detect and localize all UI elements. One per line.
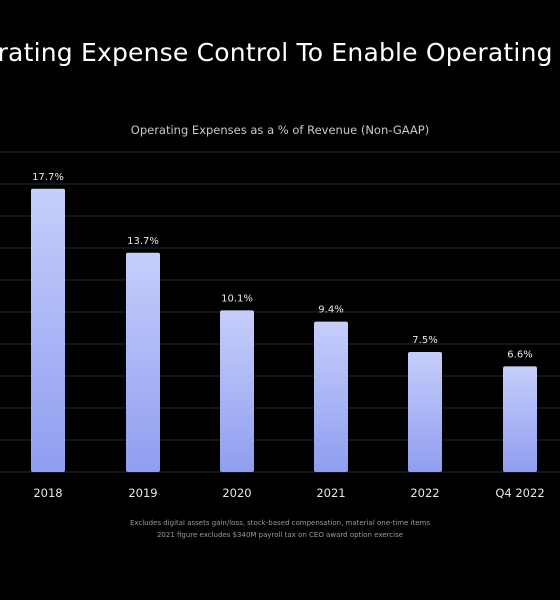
x-tick-label: 2019 (128, 486, 157, 500)
bar-2021 (314, 321, 348, 472)
value-labels: 17.7% 13.7% 10.1% 9.4% 7.5% 6.6% (32, 172, 533, 361)
bar-2019 (126, 252, 160, 472)
x-tick-label: 2018 (33, 486, 62, 500)
bar-2022 (408, 352, 442, 472)
x-tick-label: 2020 (222, 486, 251, 500)
slide-title: erating Expense Control To Enable Operat… (0, 38, 560, 67)
chart-title: Operating Expenses as a % of Revenue (No… (130, 123, 430, 137)
value-label: 17.7% (32, 172, 64, 183)
footnote-1: Excludes digital assets gain/loss, stock… (129, 519, 431, 527)
x-tick-label: Q4 2022 (495, 486, 544, 500)
x-tick-label: 2021 (316, 486, 345, 500)
value-label: 9.4% (318, 305, 343, 316)
bar-2018 (31, 188, 65, 473)
footnotes: Excludes digital assets gain/loss, stock… (0, 517, 560, 541)
value-label: 13.7% (127, 236, 159, 247)
x-tick-label: 2022 (410, 486, 439, 500)
value-label: 10.1% (221, 293, 253, 304)
gridlines (0, 151, 560, 473)
bars (31, 188, 537, 473)
x-tick-labels: 2018 2019 2020 2021 2022 Q4 2022 (33, 486, 544, 500)
bar-2020 (220, 310, 254, 472)
value-label: 6.6% (507, 349, 532, 360)
bar-q4-2022 (503, 366, 537, 472)
footnote-2: 2021 figure excludes $340M payroll tax o… (156, 531, 404, 539)
value-label: 7.5% (412, 335, 437, 346)
